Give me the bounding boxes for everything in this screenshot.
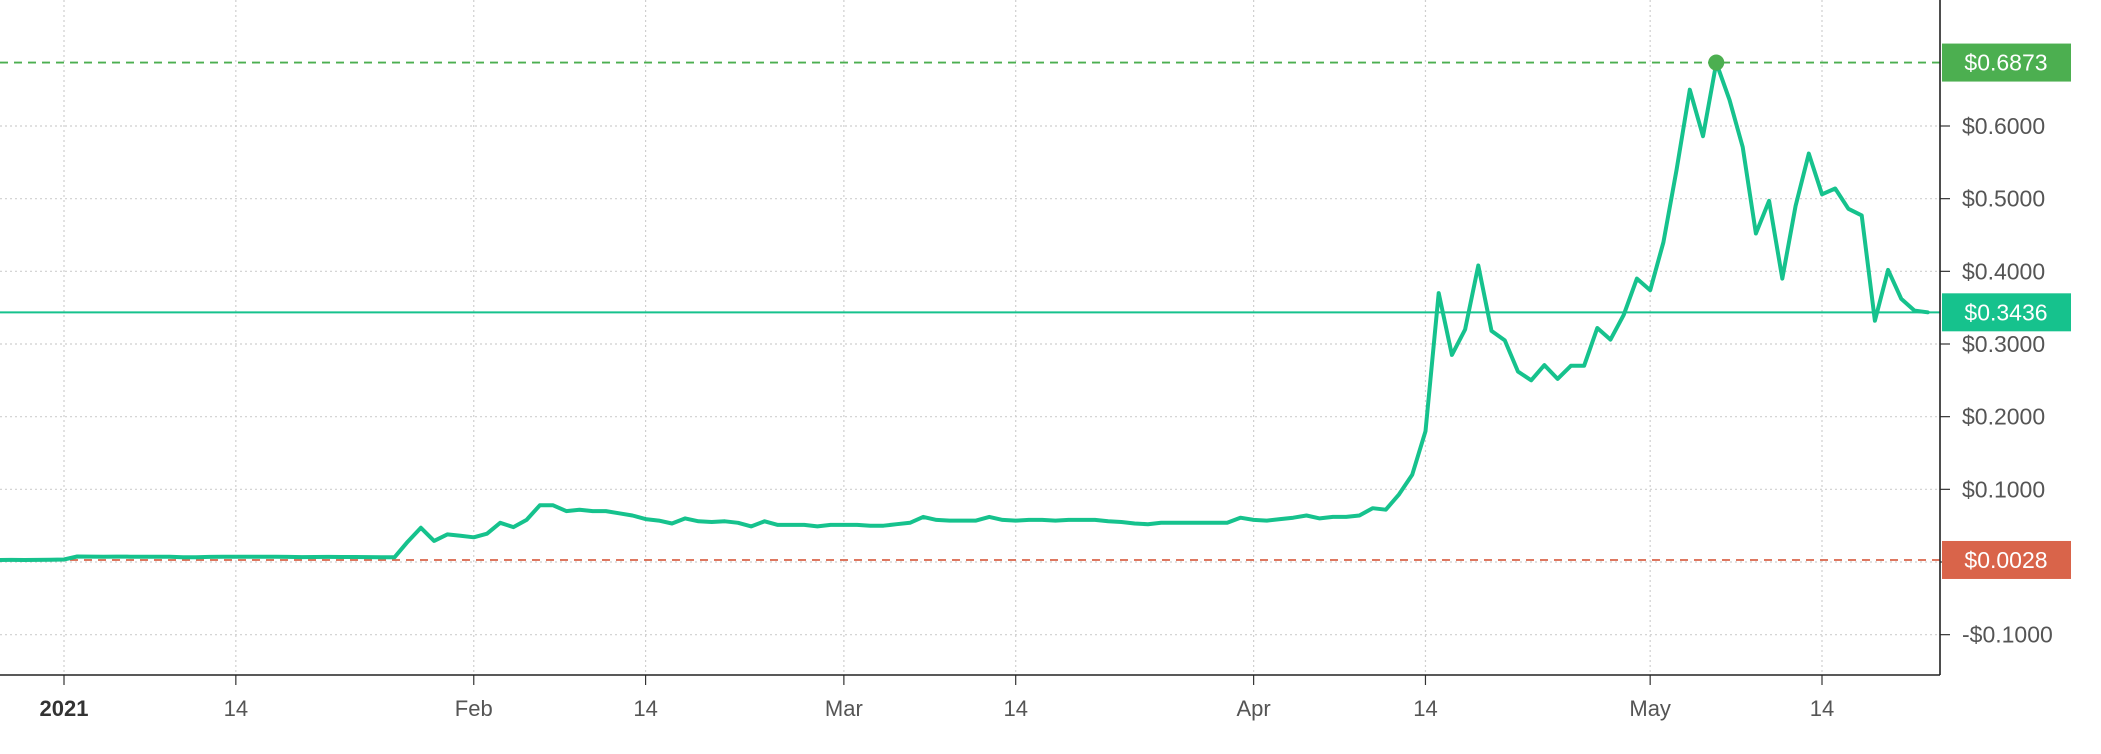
x-tick-label: May [1629, 696, 1671, 721]
axes: 2021 14 Feb 14 Mar 14 Apr 14 May 14 $0.6000 $0.5000… [0, 0, 2053, 721]
price-series-line [0, 60, 1930, 562]
price-badge-label: $0.6873 [1964, 50, 2047, 76]
x-tick-label: 14 [633, 696, 657, 721]
x-tick-label: Apr [1236, 696, 1270, 721]
y-tick-label: $0.2000 [1962, 404, 2045, 430]
y-tick-label: $0.5000 [1962, 186, 2045, 212]
x-tick-label: 14 [1413, 696, 1437, 721]
price-badge-bg [1942, 293, 2071, 332]
price-badge-bg [1942, 43, 2071, 82]
price-badge-label: $0.3436 [1964, 299, 2047, 325]
y-tick-label: $0.1000 [1962, 476, 2045, 502]
x-tick-label: 14 [224, 696, 248, 721]
price-badge-current: $0.3436 [1942, 293, 2071, 332]
x-tick-label: 14 [1810, 696, 1834, 721]
price-badge-high: $0.6873 [1942, 43, 2071, 82]
price-badge-label: $0.0028 [1964, 547, 2047, 573]
y-tick-label: $0.4000 [1962, 258, 2045, 284]
reference-lines [0, 61, 1940, 561]
y-tick-label: -$0.1000 [1962, 622, 2053, 648]
y-tick-label: $0.3000 [1962, 331, 2045, 357]
price-badge-low: $0.0028 [1942, 540, 2071, 579]
series-layer [0, 54, 1930, 562]
x-tick-label: Mar [825, 696, 863, 721]
grid-layer [0, 0, 1940, 675]
price-badges: $0.6873 $0.3436 $0.0028 [1942, 43, 2071, 579]
x-tick-label: 2021 [40, 696, 89, 721]
x-tick-label: Feb [455, 696, 493, 721]
price-badge-bg [1942, 540, 2071, 579]
peak-marker[interactable] [1708, 54, 1725, 71]
x-tick-label: 14 [1003, 696, 1027, 721]
y-tick-label: $0.6000 [1962, 113, 2045, 139]
